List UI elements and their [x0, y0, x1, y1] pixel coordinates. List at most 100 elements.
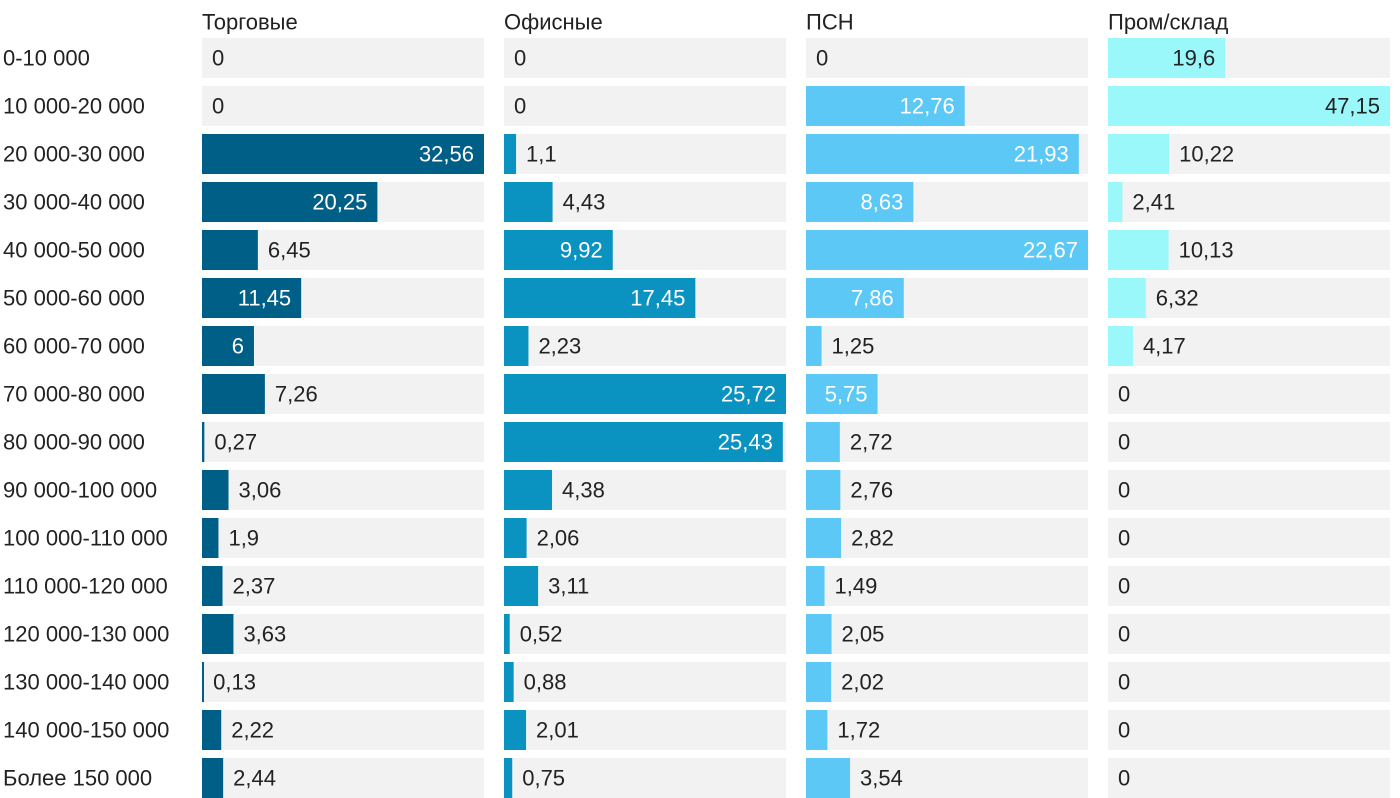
- value-label: 2,76: [850, 478, 893, 503]
- value-label: 0: [1118, 766, 1130, 791]
- value-label: 0: [212, 94, 224, 119]
- bar: [1108, 134, 1170, 174]
- bar-track: [202, 662, 484, 702]
- bar: [504, 518, 527, 558]
- bar-track: [504, 518, 786, 558]
- bar: [504, 374, 786, 414]
- bar-track: [202, 470, 484, 510]
- value-label: 7,26: [275, 382, 318, 407]
- value-label: 4,38: [562, 478, 605, 503]
- bar-track: [1108, 566, 1390, 606]
- bar-track: [504, 758, 786, 798]
- bar-track: [806, 566, 1088, 606]
- bar: [202, 758, 224, 798]
- bar: [202, 134, 484, 174]
- value-label: 19,6: [1172, 46, 1215, 71]
- value-label: 11,45: [238, 286, 291, 311]
- bar-track: [1108, 518, 1390, 558]
- value-label: 6,45: [268, 238, 311, 263]
- bar: [806, 278, 904, 318]
- bar: [1108, 182, 1123, 222]
- bar: [806, 614, 832, 654]
- bar: [504, 230, 613, 270]
- value-label: 0: [1118, 478, 1130, 503]
- bar: [806, 374, 878, 414]
- value-label: 22,67: [1023, 238, 1078, 263]
- bar-track: [806, 38, 1088, 78]
- value-label: 1,1: [526, 142, 557, 167]
- value-label: 0: [1118, 622, 1130, 647]
- bar-track: [504, 662, 786, 702]
- category-label: Более 150 000: [3, 766, 152, 791]
- value-label: 2,41: [1132, 190, 1175, 215]
- bar: [1108, 38, 1226, 78]
- bar: [202, 182, 378, 222]
- bar-track: [1108, 422, 1390, 462]
- value-label: 4,17: [1143, 334, 1186, 359]
- bar: [202, 710, 222, 750]
- category-label: 120 000-130 000: [3, 622, 169, 647]
- value-label: 1,9: [228, 526, 259, 551]
- bar: [1108, 86, 1390, 126]
- bar-track: [202, 38, 484, 78]
- value-label: 3,06: [239, 478, 282, 503]
- value-label: 2,82: [851, 526, 894, 551]
- category-label: 30 000-40 000: [3, 190, 145, 215]
- bar-track: [504, 326, 786, 366]
- series-title: Офисные: [504, 10, 603, 35]
- value-label: 2,23: [538, 334, 581, 359]
- bar-track: [504, 134, 786, 174]
- bar-track: [806, 470, 1088, 510]
- category-label: 50 000-60 000: [3, 286, 145, 311]
- value-label: 32,56: [419, 142, 474, 167]
- category-label: 80 000-90 000: [3, 430, 145, 455]
- bar: [202, 470, 229, 510]
- value-label: 2,37: [233, 574, 276, 599]
- bar-track: [1108, 614, 1390, 654]
- value-label: 9,92: [560, 238, 603, 263]
- bar-track: [202, 758, 484, 798]
- bar: [202, 518, 219, 558]
- category-label: 0-10 000: [3, 46, 90, 71]
- value-label: 25,72: [721, 382, 776, 407]
- value-label: 20,25: [312, 190, 367, 215]
- value-label: 0: [1118, 382, 1130, 407]
- bar: [202, 614, 234, 654]
- bar-track: [202, 86, 484, 126]
- category-label: 60 000-70 000: [3, 334, 145, 359]
- bar: [504, 470, 553, 510]
- value-label: 1,25: [832, 334, 875, 359]
- bar: [1108, 326, 1133, 366]
- bar: [806, 326, 822, 366]
- bar: [504, 278, 696, 318]
- value-label: 21,93: [1014, 142, 1069, 167]
- bar: [806, 182, 914, 222]
- bar: [806, 662, 832, 702]
- bar: [806, 710, 828, 750]
- bar-track: [202, 710, 484, 750]
- bar: [806, 470, 841, 510]
- value-label: 0,27: [214, 430, 257, 455]
- bar-track: [202, 422, 484, 462]
- series-title: Торговые: [202, 10, 298, 35]
- category-label: 10 000-20 000: [3, 94, 145, 119]
- value-label: 2,01: [536, 718, 579, 743]
- value-label: 0: [212, 46, 224, 71]
- value-label: 10,13: [1179, 238, 1234, 263]
- value-label: 0: [1118, 526, 1130, 551]
- bar-track: [806, 518, 1088, 558]
- value-label: 4,43: [563, 190, 606, 215]
- value-label: 0: [1118, 670, 1130, 695]
- bar: [504, 566, 539, 606]
- bar-track: [202, 614, 484, 654]
- bar: [202, 422, 205, 462]
- category-label: 130 000-140 000: [3, 670, 169, 695]
- bar-track: [504, 38, 786, 78]
- bar-track: [806, 662, 1088, 702]
- bar-track: [1108, 710, 1390, 750]
- value-label: 6,32: [1156, 286, 1199, 311]
- value-label: 0: [1118, 718, 1130, 743]
- bar: [806, 518, 842, 558]
- bar: [202, 374, 265, 414]
- value-label: 1,72: [837, 718, 880, 743]
